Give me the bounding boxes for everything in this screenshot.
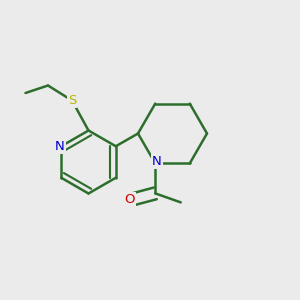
Text: N: N	[152, 155, 162, 168]
Text: S: S	[68, 94, 76, 107]
Text: O: O	[124, 193, 135, 206]
Text: N: N	[55, 140, 64, 153]
